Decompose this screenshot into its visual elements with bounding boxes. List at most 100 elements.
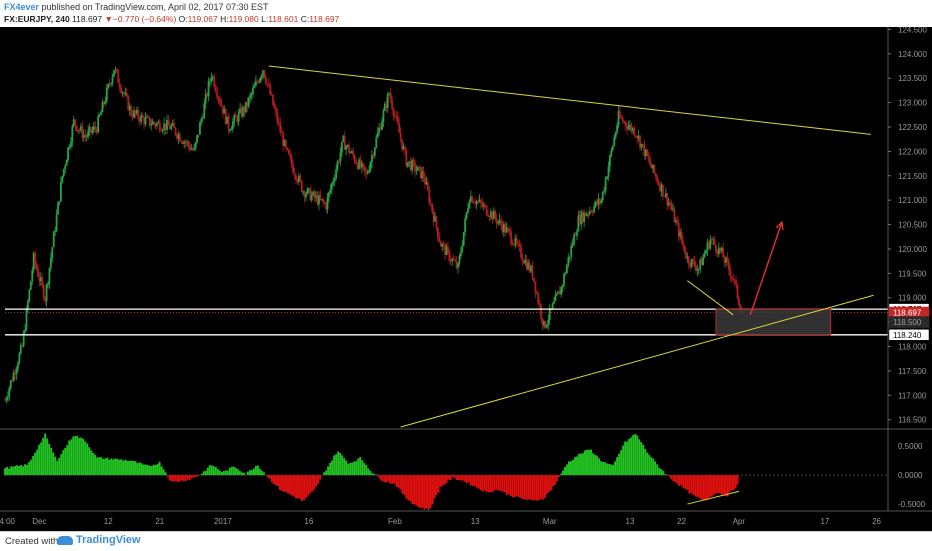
histogram-bar	[662, 471, 664, 475]
candle-body	[37, 269, 39, 276]
candle-body	[126, 93, 128, 96]
candle-body	[292, 165, 294, 173]
candle-body	[175, 128, 177, 135]
histogram-bar	[588, 450, 590, 475]
histogram-bar	[490, 475, 492, 492]
histogram-bar	[721, 475, 723, 494]
histogram-bar	[145, 465, 147, 476]
histogram-bar	[94, 455, 96, 475]
oscillator-tick-label: 0.5000	[898, 442, 923, 451]
candle-body	[202, 118, 204, 119]
candle-body	[288, 150, 290, 155]
candle-body	[466, 213, 468, 219]
histogram-bar	[177, 475, 179, 482]
candle-body	[49, 268, 51, 283]
candle-body	[383, 111, 385, 122]
histogram-bar	[193, 475, 195, 477]
demand-zone-box	[716, 309, 831, 335]
histogram-bar	[143, 465, 145, 476]
candle-body	[137, 110, 139, 118]
candle-body	[274, 105, 276, 108]
candle-body	[254, 86, 256, 88]
candle-body	[269, 85, 271, 94]
histogram-bar	[249, 470, 251, 475]
candle-body	[447, 246, 449, 250]
histogram-bar	[646, 453, 648, 476]
candle-body	[86, 137, 88, 138]
candle-body	[71, 126, 73, 142]
histogram-bar	[199, 475, 201, 476]
histogram-bar	[133, 461, 135, 476]
candle-body	[656, 177, 658, 182]
candle-body	[106, 88, 108, 101]
candle-body	[512, 243, 514, 245]
histogram-bar	[548, 475, 550, 492]
histogram-bar	[442, 475, 444, 486]
histogram-bar	[80, 437, 82, 475]
candle-body	[615, 133, 617, 138]
candle-body	[555, 295, 557, 301]
tradingview-cloud-icon	[57, 536, 73, 545]
histogram-bar	[458, 475, 460, 480]
histogram-bar	[335, 454, 337, 475]
histogram-bar	[52, 453, 54, 476]
histogram-bar	[56, 461, 58, 475]
candle-body	[612, 146, 614, 150]
candle-body	[593, 206, 595, 212]
histogram-bar	[500, 475, 502, 491]
histogram-bar	[614, 461, 616, 475]
candle-body	[112, 76, 114, 83]
candle-body	[252, 88, 254, 94]
candle-body	[99, 115, 101, 116]
candle-body	[34, 253, 36, 263]
candle-body	[536, 292, 538, 293]
histogram-bar	[492, 475, 494, 492]
histogram-bar	[116, 459, 118, 475]
histogram-bar	[520, 475, 522, 498]
price-tick-label: 120.000	[898, 245, 927, 254]
histogram-bar	[544, 475, 546, 498]
histogram-bar	[135, 461, 137, 475]
price-tick-label: 121.500	[898, 172, 927, 181]
histogram-bar	[155, 465, 157, 475]
high-value: 119.080	[229, 14, 259, 24]
histogram-bar	[596, 456, 598, 475]
histogram-bar	[40, 442, 42, 475]
histogram-bar	[315, 475, 317, 486]
histogram-bar	[235, 468, 237, 475]
candle-body	[648, 156, 650, 159]
histogram-bar	[731, 475, 733, 490]
histogram-bar	[261, 471, 263, 475]
histogram-bar	[560, 474, 562, 475]
histogram-bar	[676, 475, 678, 484]
histogram-bar	[165, 472, 167, 475]
candle-body	[738, 298, 740, 305]
candle-body	[393, 109, 395, 116]
price-tick-label: 120.500	[898, 221, 927, 230]
brand-link[interactable]: TradingView	[57, 534, 141, 546]
histogram-bar	[389, 475, 391, 483]
histogram-bar	[317, 475, 319, 484]
candle-body	[655, 173, 657, 176]
histogram-bar	[309, 475, 311, 493]
author-name[interactable]: FX4ever	[4, 2, 39, 12]
price-tick-label: 117.500	[898, 367, 927, 376]
candle-body	[291, 157, 293, 165]
histogram-bar	[191, 475, 193, 478]
chart-canvas[interactable]: 124.500124.000123.500123.000122.500122.0…	[0, 27, 932, 531]
histogram-bar	[74, 436, 76, 475]
candle-body	[97, 116, 99, 132]
candle-body	[142, 115, 144, 117]
time-tick-label: 26	[872, 517, 881, 526]
candle-body	[682, 240, 684, 245]
candle-body	[305, 194, 307, 197]
candle-body	[159, 122, 161, 130]
candle-body	[653, 165, 655, 173]
histogram-bar	[640, 442, 642, 475]
candle-body	[573, 234, 575, 244]
histogram-bar	[682, 475, 684, 488]
histogram-bar	[608, 464, 610, 475]
histogram-bar	[64, 448, 66, 475]
candle-body	[70, 142, 72, 147]
histogram-bar	[251, 470, 253, 475]
